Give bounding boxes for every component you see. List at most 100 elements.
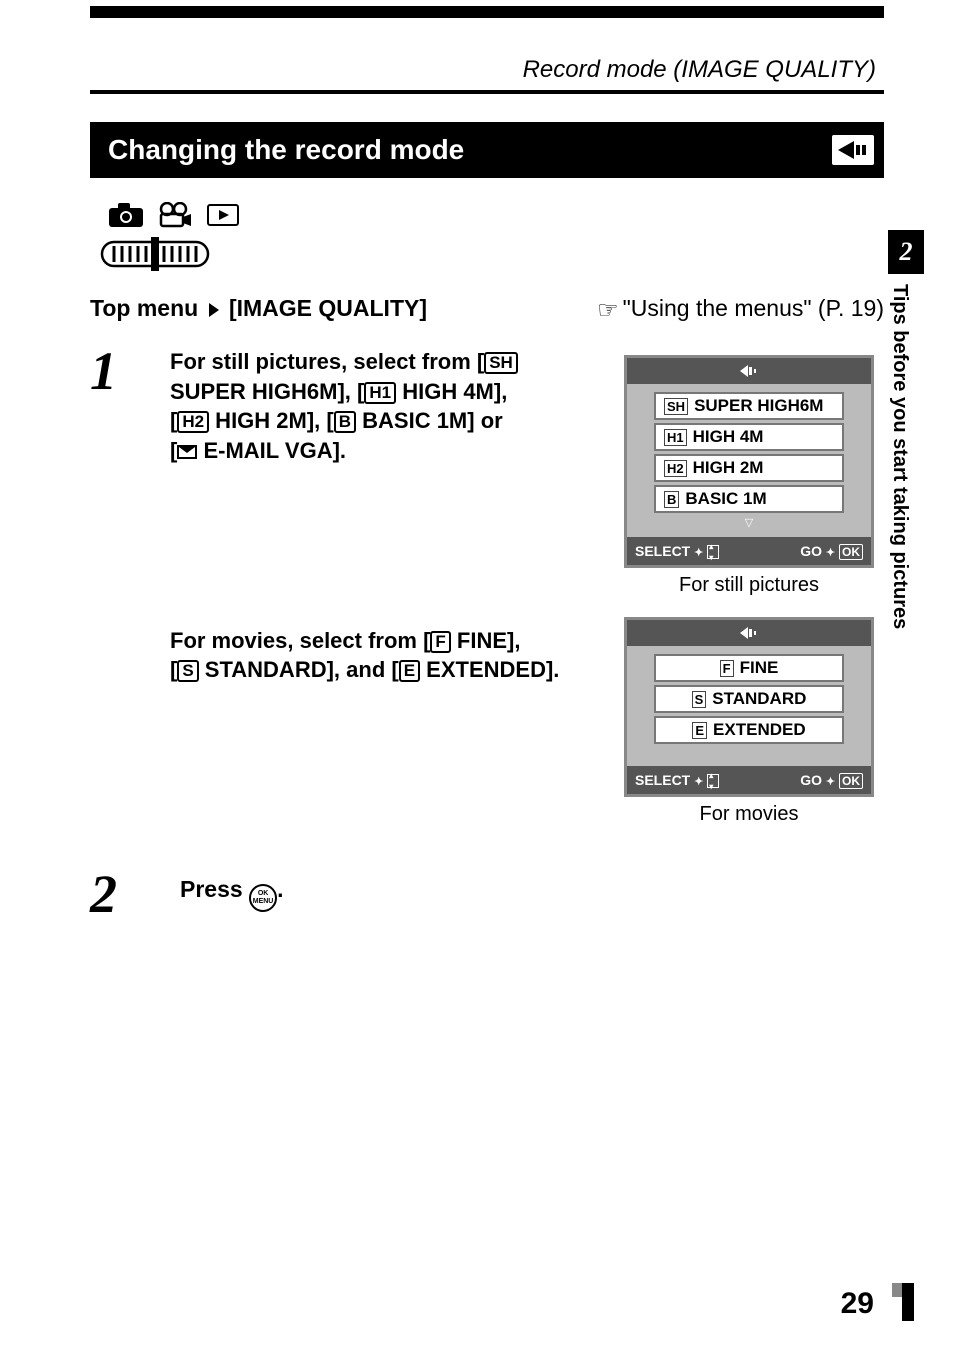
lcd-movie-screen: F FINE S STANDARD E EXTENDED SELECT ✦ GO ✦ … [624, 617, 874, 797]
lcd-option: B BASIC 1M [654, 485, 844, 513]
section-title: Changing the record mode [108, 134, 464, 166]
page-corner-mark [902, 1283, 914, 1321]
go-label: GO [800, 772, 822, 788]
step-1-still-text: For still pictures, select from [SH SUPE… [170, 347, 594, 466]
step-2-text: Press OKMENU. [180, 876, 283, 912]
step-1-number: 1 [90, 347, 150, 395]
arrow-icon: ✦ [694, 547, 703, 559]
manual-page: Record mode (IMAGE QUALITY) Changing the… [0, 0, 954, 1357]
lcd-body: F FINE S STANDARD E EXTENDED [627, 646, 871, 766]
opt-box: H1 [664, 429, 687, 446]
triangle-right-icon [209, 303, 219, 317]
menu-reference-text: "Using the menus" (P. 19) [623, 295, 884, 321]
chapter-number: 2 [888, 230, 924, 274]
t: SUPER HIGH6M], [ [170, 379, 364, 404]
e-glyph: E [399, 660, 420, 682]
t: OK [258, 890, 269, 897]
thin-rule [90, 90, 884, 94]
arrow-icon: ✦ [826, 776, 835, 788]
header-breadcrumb: Record mode (IMAGE QUALITY) [90, 56, 884, 84]
h1-glyph: H1 [364, 382, 396, 404]
opt-box: B [664, 491, 679, 508]
down-triangle-icon: ▽ [745, 516, 753, 529]
opt-label: HIGH 4M [693, 427, 764, 447]
chapter-title: Tips before you start taking pictures [888, 274, 911, 794]
t: E-MAIL VGA]. [197, 438, 346, 463]
lcd-head [627, 358, 871, 384]
s-glyph: S [177, 660, 198, 682]
nav-icon [707, 545, 719, 559]
step-1-movie-text: For movies, select from [F FINE], [S STA… [170, 626, 594, 685]
lcd-option: H1 HIGH 4M [654, 423, 844, 451]
lcd-option: SH SUPER HIGH6M [654, 392, 844, 420]
chapter-tab: 2 Tips before you start taking pictures [888, 230, 924, 794]
t: FINE], [451, 628, 521, 653]
movie-icon [158, 202, 192, 228]
t: [ [170, 657, 177, 682]
menu-top: Top menu [90, 295, 198, 321]
opt-label: SUPER HIGH6M [694, 396, 823, 416]
t: HIGH 4M], [396, 379, 507, 404]
lcd-still-caption: For still pictures [614, 574, 884, 597]
section-bar: Changing the record mode [90, 122, 884, 178]
t: BASIC 1M] or [356, 408, 503, 433]
opt-box: E [692, 722, 707, 739]
play-icon [206, 202, 240, 228]
lcd-option: F FINE [654, 654, 844, 682]
go-label: GO [800, 543, 822, 559]
opt-box: SH [664, 398, 688, 415]
t: . [277, 876, 283, 902]
sh-glyph: SH [484, 352, 518, 374]
mode-dial-icon [100, 234, 210, 272]
opt-label: FINE [740, 658, 779, 678]
lcd-movie-caption: For movies [614, 803, 884, 826]
lcd-body: SH SUPER HIGH6M H1 HIGH 4M H2 HIGH 2M B BASI… [627, 384, 871, 537]
opt-label: BASIC 1M [685, 489, 766, 509]
t: HIGH 2M], [ [209, 408, 334, 433]
opt-box: H2 [664, 460, 687, 477]
opt-label: STANDARD [712, 689, 806, 709]
mode-icons-row [108, 202, 884, 228]
opt-label: HIGH 2M [693, 458, 764, 478]
envelope-icon [177, 445, 197, 459]
step-2-number: 2 [90, 870, 150, 918]
ok-box: OK [839, 544, 863, 560]
opt-label: EXTENDED [713, 720, 806, 740]
lcd-option: H2 HIGH 2M [654, 454, 844, 482]
step-2-row: 2 Press OKMENU. [90, 870, 884, 918]
t: Press [180, 876, 249, 902]
opt-box: S [692, 691, 707, 708]
t: For still pictures, select from [ [170, 349, 484, 374]
ok-menu-button-icon: OKMENU [249, 884, 277, 912]
quality-icon [832, 135, 874, 165]
lcd-foot: SELECT ✦ GO ✦ OK [627, 766, 871, 794]
t: [ [170, 408, 177, 433]
h2-glyph: H2 [177, 411, 209, 433]
select-label: SELECT [635, 772, 690, 788]
t: MENU [253, 898, 274, 905]
pointer-icon: ☞ [597, 296, 619, 325]
lcd-foot: SELECT ✦ GO ✦ OK [627, 537, 871, 565]
nav-icon [707, 774, 719, 788]
top-rule [90, 6, 884, 18]
b-glyph: B [334, 411, 356, 433]
page-number: 29 [841, 1287, 874, 1321]
t: [ [170, 438, 177, 463]
opt-box: F [720, 660, 734, 677]
t: For movies, select from [ [170, 628, 430, 653]
t: EXTENDED]. [420, 657, 559, 682]
menu-path: Top menu [IMAGE QUALITY] [90, 295, 427, 322]
lcd-still-screen: SH SUPER HIGH6M H1 HIGH 4M H2 HIGH 2M B BASI… [624, 355, 874, 568]
menu-reference: ☞"Using the menus" (P. 19) [597, 295, 884, 325]
lcd-head [627, 620, 871, 646]
select-label: SELECT [635, 543, 690, 559]
arrow-icon: ✦ [694, 776, 703, 788]
menu-item: [IMAGE QUALITY] [229, 295, 427, 321]
lcd-option: E EXTENDED [654, 716, 844, 744]
menu-path-row: Top menu [IMAGE QUALITY] ☞"Using the men… [90, 295, 884, 325]
camera-icon [108, 202, 144, 228]
step-1-row: 1 For still pictures, select from [SH SU… [90, 347, 884, 846]
f-glyph: F [430, 631, 450, 653]
lcd-option: S STANDARD [654, 685, 844, 713]
arrow-icon: ✦ [826, 547, 835, 559]
